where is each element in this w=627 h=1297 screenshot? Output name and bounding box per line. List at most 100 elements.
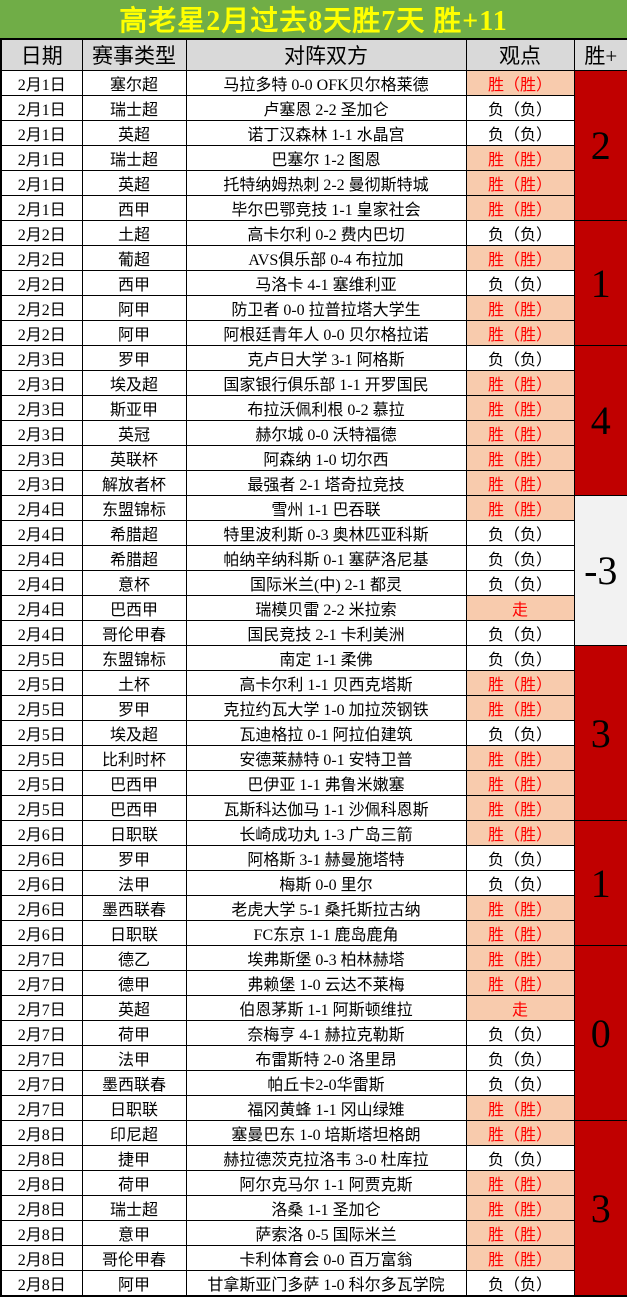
table-row: 2月8日 捷甲 赫拉德茨克拉洛韦 3-0 杜库拉 负（负） (0, 1145, 627, 1171)
date-cell: 2月7日 (0, 1070, 83, 1096)
view-cell: 胜（胜） (465, 420, 575, 446)
table-row: 2月3日 英冠 赫尔城 0-0 沃特福德 胜（胜） (0, 420, 627, 446)
view-cell: 胜（胜） (465, 745, 575, 771)
league-cell: 巴西甲 (81, 770, 187, 796)
league-cell: 英超 (81, 995, 187, 1021)
league-cell: 土超 (81, 220, 187, 246)
group-total-cell: -3 (573, 495, 627, 646)
view-cell: 负（负） (465, 870, 575, 896)
date-cell: 2月3日 (0, 420, 83, 446)
view-cell: 负（负） (465, 270, 575, 296)
date-cell: 2月8日 (0, 1120, 83, 1146)
date-cell: 2月1日 (0, 170, 83, 196)
date-cell: 2月6日 (0, 820, 83, 846)
match-cell: 雪州 1-1 巴吞联 (185, 495, 467, 521)
view-cell: 胜（胜） (465, 1095, 575, 1121)
match-cell: 洛桑 1-1 圣加仑 (185, 1195, 467, 1221)
league-cell: 葡超 (81, 245, 187, 271)
date-cell: 2月7日 (0, 1045, 83, 1071)
table-row: 2月8日 瑞士超 洛桑 1-1 圣加仑 胜（胜） (0, 1195, 627, 1221)
view-cell: 胜（胜） (465, 1245, 575, 1271)
view-cell: 胜（胜） (465, 145, 575, 171)
table-row: 2月8日 意甲 萨索洛 0-5 国际米兰 胜（胜） (0, 1220, 627, 1246)
table-row: 2月7日 法甲 布雷斯特 2-0 洛里昂 负（负） (0, 1045, 627, 1071)
table-row: 2月8日 印尼超 塞曼巴东 1-0 培斯塔坦格朗 胜（胜） 3 (0, 1120, 627, 1297)
match-cell: 托特纳姆热刺 2-2 曼彻斯特城 (185, 170, 467, 196)
col-header-view: 观点 (465, 38, 575, 71)
date-cell: 2月6日 (0, 870, 83, 896)
date-cell: 2月7日 (0, 1095, 83, 1121)
col-header-match: 对阵双方 (185, 38, 467, 71)
date-cell: 2月4日 (0, 495, 83, 521)
date-cell: 2月7日 (0, 1020, 83, 1046)
league-cell: 罗甲 (81, 845, 187, 871)
match-cell: 巴塞尔 1-2 图恩 (185, 145, 467, 171)
league-cell: 罗甲 (81, 345, 187, 371)
match-cell: 赫拉德茨克拉洛韦 3-0 杜库拉 (185, 1145, 467, 1171)
view-cell: 胜（胜） (465, 395, 575, 421)
view-cell: 负（负） (465, 1020, 575, 1046)
table-row: 2月8日 阿甲 甘拿斯亚门多萨 1-0 科尔多瓦学院 负（负） (0, 1270, 627, 1297)
view-cell: 胜（胜） (465, 670, 575, 696)
match-cell: 瓦斯科达伽马 1-1 沙佩科恩斯 (185, 795, 467, 821)
view-cell: 胜（胜） (465, 170, 575, 196)
table-header: 日期 赛事类型 对阵双方 观点 胜+ (0, 38, 627, 71)
match-cell: 诺丁汉森林 1-1 水晶宫 (185, 120, 467, 146)
league-cell: 法甲 (81, 1045, 187, 1071)
view-cell: 胜（胜） (465, 245, 575, 271)
view-cell: 胜（胜） (465, 320, 575, 346)
date-cell: 2月1日 (0, 95, 83, 121)
match-cell: 布雷斯特 2-0 洛里昂 (185, 1045, 467, 1071)
view-cell: 负（负） (465, 345, 575, 371)
match-cell: 弗赖堡 1-0 云达不莱梅 (185, 970, 467, 996)
col-header-league: 赛事类型 (81, 38, 187, 71)
league-cell: 印尼超 (81, 1120, 187, 1146)
table-row: 2月4日 意杯 国际米兰(中) 2-1 都灵 负（负） (0, 570, 627, 596)
view-cell: 走 (465, 595, 575, 621)
table-row: 2月5日 东盟锦标 南定 1-1 柔佛 负（负） 3 (0, 645, 627, 821)
table-row: 2月6日 墨西联春 老虎大学 5-1 桑托斯拉古纳 胜（胜） (0, 895, 627, 921)
match-cell: 甘拿斯亚门多萨 1-0 科尔多瓦学院 (185, 1270, 467, 1297)
match-cell: 国际米兰(中) 2-1 都灵 (185, 570, 467, 596)
match-cell: 巴伊亚 1-1 弗鲁米嫩塞 (185, 770, 467, 796)
view-cell: 负（负） (465, 620, 575, 646)
date-cell: 2月4日 (0, 520, 83, 546)
table-row: 2月1日 瑞士超 巴塞尔 1-2 图恩 胜（胜） (0, 145, 627, 171)
match-cell: 阿根廷青年人 0-0 贝尔格拉诺 (185, 320, 467, 346)
league-cell: 比利时杯 (81, 745, 187, 771)
table-row: 2月3日 罗甲 克卢日大学 3-1 阿格斯 负（负） 4 (0, 345, 627, 496)
date-cell: 2月4日 (0, 570, 83, 596)
col-header-total: 胜+ (573, 38, 627, 71)
match-cell: 老虎大学 5-1 桑托斯拉古纳 (185, 895, 467, 921)
table-row: 2月7日 日职联 福冈黄蜂 1-1 冈山绿雉 胜（胜） (0, 1095, 627, 1121)
date-cell: 2月4日 (0, 595, 83, 621)
league-cell: 英超 (81, 170, 187, 196)
league-cell: 意杯 (81, 570, 187, 596)
date-cell: 2月3日 (0, 370, 83, 396)
league-cell: 巴西甲 (81, 595, 187, 621)
date-cell: 2月1日 (0, 195, 83, 221)
match-cell: 特里波利斯 0-3 奥林匹亚科斯 (185, 520, 467, 546)
match-cell: 卢塞恩 2-2 圣加仑 (185, 95, 467, 121)
table-row: 2月7日 荷甲 奈梅亨 4-1 赫拉克勒斯 负（负） (0, 1020, 627, 1046)
group-total-cell: 3 (573, 1120, 627, 1297)
table-row: 2月1日 英超 诺丁汉森林 1-1 水晶宫 负（负） (0, 120, 627, 146)
page-title: 高老星2月过去8天胜7天 胜+11 (0, 0, 627, 38)
table-row: 2月8日 哥伦甲春 卡利体育会 0-0 百万富翁 胜（胜） (0, 1245, 627, 1271)
table-row: 2月4日 东盟锦标 雪州 1-1 巴吞联 胜（胜） -3 (0, 495, 627, 646)
view-cell: 胜（胜） (465, 695, 575, 721)
match-cell: 长崎成功丸 1-3 广岛三箭 (185, 820, 467, 846)
view-cell: 负（负） (465, 570, 575, 596)
league-cell: 墨西联春 (81, 1070, 187, 1096)
table-row: 2月3日 英联杯 阿森纳 1-0 切尔西 胜（胜） (0, 445, 627, 471)
match-cell: 梅斯 0-0 里尔 (185, 870, 467, 896)
league-cell: 东盟锦标 (81, 645, 187, 671)
view-cell: 负（负） (465, 845, 575, 871)
league-cell: 荷甲 (81, 1020, 187, 1046)
match-cell: 瑞模贝雷 2-2 米拉索 (185, 595, 467, 621)
view-cell: 胜（胜） (465, 370, 575, 396)
match-cell: 高卡尔利 0-2 费内巴切 (185, 220, 467, 246)
date-cell: 2月2日 (0, 270, 83, 296)
league-cell: 法甲 (81, 870, 187, 896)
date-cell: 2月5日 (0, 770, 83, 796)
